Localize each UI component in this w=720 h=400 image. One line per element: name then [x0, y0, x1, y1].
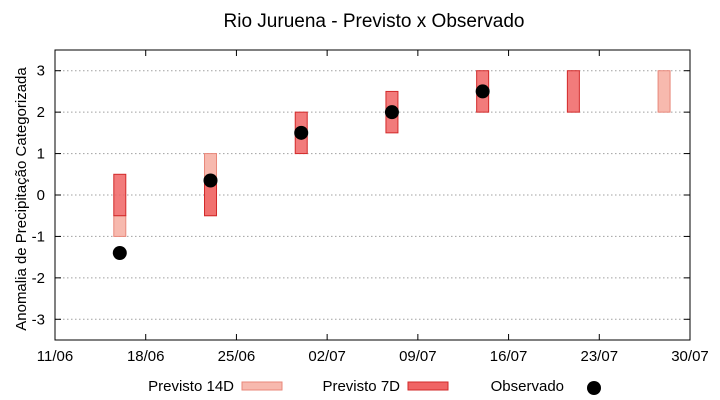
observed-point: [112, 246, 127, 260]
y-tick-label: 1: [37, 146, 45, 163]
series-previsto-7d: [113, 70, 580, 217]
x-tick-label: 18/06: [127, 348, 165, 365]
legend-label-observado: Observado: [491, 378, 564, 395]
x-tick-label: 09/07: [399, 348, 437, 365]
legend-swatch-7d: [407, 381, 449, 391]
x-tick-label: 23/07: [581, 348, 619, 365]
observed-point: [384, 105, 399, 120]
range-bar-7d: [113, 173, 127, 217]
observed-point: [475, 84, 490, 99]
legend-label-14d: Previsto 14D: [148, 378, 234, 395]
chart-title: Rio Juruena - Previsto x Observado: [224, 11, 525, 32]
x-tick-label: 30/07: [671, 348, 709, 365]
x-tick-label: 25/06: [218, 348, 256, 365]
legend-marker-observado: [587, 381, 601, 395]
range-bar-14d: [657, 70, 671, 113]
range-bar-7d: [566, 70, 580, 113]
range-bar-14d: [113, 215, 127, 237]
legend-label-7d: Previsto 7D: [322, 378, 400, 395]
y-tick-label: -1: [32, 228, 45, 245]
y-tick-label: -3: [32, 311, 45, 328]
x-axis-ticks: 11/06 18/06 25/06 02/07 09/07 16/07 23/07 30/07: [37, 50, 709, 365]
y-tick-label: 0: [37, 187, 45, 204]
series-observado: [112, 84, 490, 260]
y-tick-label: 3: [37, 63, 45, 80]
x-tick-label: 02/07: [308, 348, 346, 365]
y-axis-label: Anomalia de Precipitação Categorizada: [13, 67, 30, 331]
y-axis-ticks: -3 -2 -1 0 1 2 3: [32, 63, 690, 328]
observed-point: [294, 125, 309, 140]
y-tick-label: 2: [37, 104, 45, 121]
legend: Previsto 14D Previsto 7D Observado: [148, 378, 601, 395]
y-tick-label: -2: [32, 270, 45, 287]
gridlines: [55, 70, 690, 320]
x-tick-label: 11/06: [37, 348, 73, 365]
legend-swatch-14d: [241, 381, 283, 391]
observed-point: [203, 173, 218, 188]
x-tick-label: 16/07: [490, 348, 528, 365]
